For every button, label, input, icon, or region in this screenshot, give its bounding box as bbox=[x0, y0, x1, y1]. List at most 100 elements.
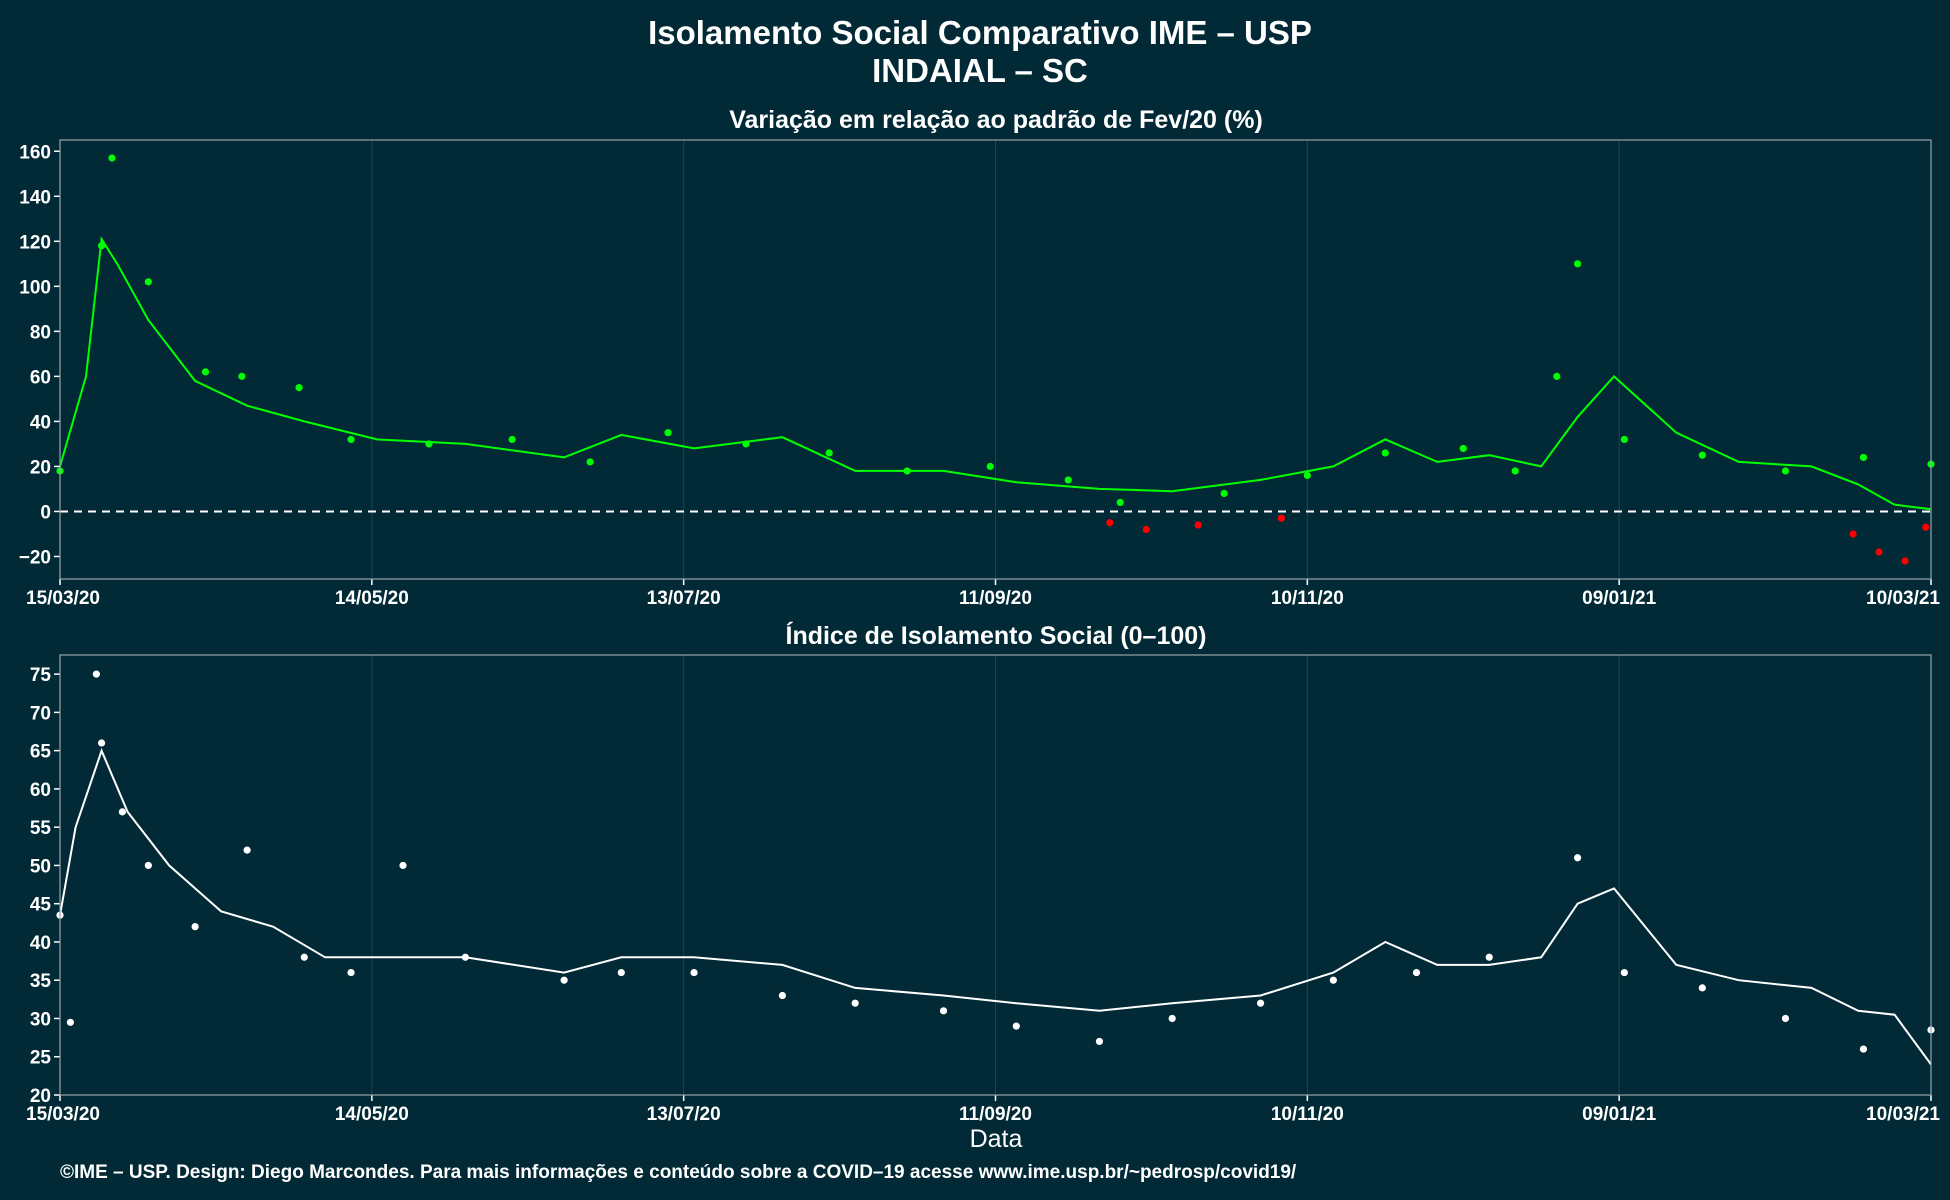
figure-title-line2: INDAIAL – SC bbox=[872, 52, 1088, 89]
top-data-point bbox=[1553, 372, 1561, 380]
top-y-tick-label: 140 bbox=[19, 187, 51, 208]
top-data-point bbox=[508, 435, 516, 444]
top-data-point bbox=[1459, 444, 1467, 453]
bottom-x-tick-label: 09/01/21 bbox=[1582, 1104, 1656, 1125]
footer-credit: ©IME – USP. Design: Diego Marcondes. Par… bbox=[60, 1162, 1297, 1183]
bottom-data-point bbox=[1095, 1037, 1104, 1046]
top-y-tick-label: −20 bbox=[19, 547, 51, 568]
top-data-point bbox=[238, 372, 246, 380]
bottom-x-tick-label: 15/03/20 bbox=[26, 1104, 100, 1125]
top-negative-data-point bbox=[1922, 523, 1930, 531]
bottom-data-point bbox=[1620, 968, 1628, 977]
bottom-data-point bbox=[1256, 999, 1265, 1007]
top-data-point bbox=[825, 449, 833, 457]
top-x-tick-label: 10/11/20 bbox=[1271, 588, 1344, 609]
top-negative-data-point bbox=[1875, 548, 1883, 556]
bottom-plot-frame bbox=[59, 654, 1932, 1096]
top-x-tick-label: 11/09/20 bbox=[959, 588, 1032, 609]
top-chart-panel: 15/03/20 14/05/20 13/07/20 11/09/20 10/11/20… bbox=[19, 139, 1940, 609]
bottom-x-tick-label: 10/11/20 bbox=[1271, 1104, 1344, 1125]
top-plot-frame bbox=[59, 139, 1932, 580]
figure-title-line1: Isolamento Social Comparativo IME – USP bbox=[648, 14, 1312, 51]
top-data-point bbox=[201, 368, 210, 376]
bottom-data-point bbox=[1012, 1022, 1020, 1030]
top-data-point bbox=[1064, 476, 1072, 484]
top-data-point bbox=[347, 435, 355, 444]
bottom-chart-title: Índice de Isolamento Social (0–100) bbox=[786, 621, 1207, 650]
top-negative-data-point bbox=[1901, 557, 1909, 565]
bottom-y-tick-label: 70 bbox=[30, 703, 51, 724]
bottom-data-point bbox=[1485, 953, 1493, 961]
bottom-data-point bbox=[1859, 1045, 1868, 1053]
top-y-tick-label: 80 bbox=[30, 322, 51, 343]
bottom-data-point bbox=[1168, 1014, 1176, 1023]
top-data-point bbox=[1511, 467, 1519, 475]
top-y-tick-label: 40 bbox=[30, 412, 51, 433]
top-data-point bbox=[144, 278, 152, 286]
bottom-chart-panel: 15/03/20 14/05/20 13/07/20 11/09/20 10/11/20… bbox=[26, 654, 1940, 1125]
top-y-tick-label: 160 bbox=[19, 142, 51, 163]
bottom-data-point bbox=[1329, 976, 1337, 984]
top-x-tick-label: 14/05/20 bbox=[335, 588, 409, 609]
bottom-data-point bbox=[1412, 968, 1421, 977]
top-data-point bbox=[1303, 471, 1311, 480]
top-y-tick-label: 20 bbox=[30, 457, 51, 478]
top-x-tick-label: 10/03/21 bbox=[1866, 588, 1940, 609]
bottom-y-tick-label: 45 bbox=[30, 895, 52, 916]
bottom-y-tick-label: 75 bbox=[30, 665, 52, 686]
top-negative-data-point bbox=[1194, 521, 1202, 529]
top-y-tick-label: 0 bbox=[40, 502, 51, 523]
bottom-y-tick-label: 50 bbox=[30, 856, 51, 877]
bottom-data-point bbox=[939, 1007, 948, 1015]
top-data-point bbox=[1573, 260, 1582, 268]
bottom-x-tick-label: 10/03/21 bbox=[1866, 1104, 1940, 1125]
top-negative-data-point bbox=[1106, 519, 1114, 527]
bottom-data-point bbox=[118, 808, 126, 816]
top-data-point bbox=[1859, 453, 1868, 462]
bottom-data-point bbox=[690, 968, 698, 977]
top-x-tick-label: 13/07/20 bbox=[647, 588, 721, 609]
bottom-y-tick-label: 60 bbox=[30, 780, 51, 801]
top-y-tick-label: 100 bbox=[19, 277, 51, 298]
top-moving-average-line bbox=[59, 236, 1932, 511]
bottom-data-point bbox=[191, 923, 199, 931]
bottom-y-tick-label: 65 bbox=[30, 742, 52, 763]
top-data-point bbox=[108, 154, 116, 162]
bottom-data-point bbox=[97, 739, 106, 747]
bottom-y-tick-label: 30 bbox=[30, 1009, 51, 1030]
bottom-moving-average-line bbox=[59, 747, 1932, 1065]
bottom-data-point bbox=[399, 861, 407, 870]
top-data-point bbox=[1620, 435, 1628, 444]
bottom-y-tick-label: 25 bbox=[30, 1048, 52, 1069]
bottom-x-tick-label: 14/05/20 bbox=[335, 1104, 409, 1125]
top-data-point bbox=[295, 384, 303, 392]
bottom-data-point bbox=[1573, 854, 1582, 862]
top-negative-data-point bbox=[1849, 530, 1857, 538]
top-data-point bbox=[1116, 498, 1124, 507]
bottom-data-point bbox=[1781, 1014, 1790, 1023]
top-x-tick-label: 09/01/21 bbox=[1582, 588, 1656, 609]
x-axis-label: Data bbox=[970, 1125, 1023, 1153]
bottom-data-point bbox=[778, 991, 787, 1000]
top-data-point bbox=[1381, 449, 1389, 457]
bottom-data-point bbox=[617, 968, 625, 977]
top-data-point bbox=[1698, 451, 1706, 459]
bottom-y-tick-label: 40 bbox=[30, 933, 51, 954]
top-chart-title: Variação em relação ao padrão de Fev/20 … bbox=[729, 106, 1263, 134]
bottom-data-point bbox=[92, 670, 100, 678]
bottom-data-point bbox=[66, 1018, 74, 1026]
top-data-point bbox=[664, 429, 672, 437]
top-data-point bbox=[1220, 489, 1228, 498]
top-y-tick-label: 60 bbox=[30, 367, 51, 388]
bottom-data-point bbox=[1698, 984, 1706, 992]
bottom-x-tick-label: 13/07/20 bbox=[647, 1104, 721, 1125]
bottom-data-point bbox=[347, 968, 355, 977]
top-y-tick-label: 120 bbox=[19, 232, 51, 253]
bottom-y-tick-label: 35 bbox=[30, 971, 52, 992]
top-negative-data-point bbox=[1142, 525, 1150, 534]
bottom-y-tick-label: 55 bbox=[30, 818, 52, 839]
bottom-data-point bbox=[851, 999, 859, 1007]
top-negative-data-point bbox=[1277, 514, 1285, 522]
bottom-x-tick-label: 11/09/20 bbox=[959, 1104, 1032, 1125]
